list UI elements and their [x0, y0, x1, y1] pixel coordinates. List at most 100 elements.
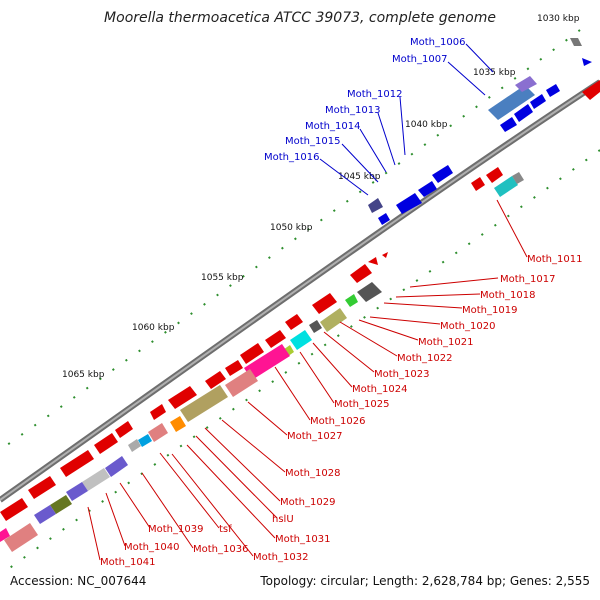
gene-arrow — [265, 330, 286, 348]
gene-label: Moth_1040 — [124, 542, 179, 553]
ruler-label: 1035 kbp — [473, 68, 516, 78]
gene-label: Moth_1025 — [334, 399, 389, 410]
gene-arrow — [115, 421, 133, 438]
gene-label: Moth_1007 — [392, 54, 447, 65]
gene-label: Moth_1028 — [285, 468, 340, 479]
gene-arrow — [396, 193, 422, 214]
ruler-label: 1045 kbp — [338, 172, 381, 182]
gene-arrow — [582, 58, 592, 66]
gene-block — [148, 423, 168, 442]
upper-strand-labels: Moth_1006 Moth_1007 Moth_1012 Moth_1013 … — [264, 37, 465, 163]
gene-label: Moth_1019 — [462, 305, 517, 316]
gene-arrow — [94, 433, 118, 454]
gene-block — [515, 76, 537, 92]
ruler-label: 1050 kbp — [270, 223, 313, 233]
accession-text: Accession: NC_007644 — [10, 574, 146, 588]
upper-strand-genes — [368, 38, 592, 225]
gene-arrow — [378, 213, 390, 225]
gene-label: Moth_1006 — [410, 37, 465, 48]
gene-label: Moth_1020 — [440, 321, 495, 332]
ruler-label: 1060 kbp — [132, 323, 175, 333]
chromosome-backbone — [0, 79, 600, 503]
gene-block — [488, 85, 535, 120]
gene-block — [50, 495, 72, 514]
gene-arrow — [530, 94, 546, 109]
map-title: Moorella thermoacetica ATCC 39073, compl… — [104, 10, 496, 26]
gene-label: Moth_1021 — [418, 337, 473, 348]
gene-block — [170, 416, 186, 432]
gene-block — [82, 468, 110, 491]
gene-label: Moth_1026 — [310, 416, 365, 427]
gene-label: Moth_1023 — [374, 369, 429, 380]
gene-block — [309, 320, 322, 333]
upper-label-lines — [319, 43, 494, 196]
gene-arrow — [500, 117, 517, 132]
gene-label: Moth_1018 — [480, 290, 535, 301]
gene-label: Moth_1022 — [397, 353, 452, 364]
gene-arrow — [514, 104, 533, 122]
gene-label: Moth_1041 — [100, 557, 155, 568]
gene-block — [105, 456, 128, 477]
gene-block — [34, 505, 56, 524]
ruler-label: 1040 kbp — [405, 120, 448, 130]
gene-label: Moth_1014 — [305, 121, 360, 132]
gene-block — [244, 344, 290, 380]
gene-label: Moth_1039 — [148, 524, 203, 535]
ruler-label: 1055 kbp — [201, 273, 244, 283]
gene-label: Moth_1011 — [527, 254, 582, 265]
gene-block — [494, 176, 518, 197]
gene-label: Moth_1027 — [287, 431, 342, 442]
gene-block — [225, 369, 258, 397]
gene-arrow — [285, 314, 303, 330]
gene-arrow — [0, 498, 28, 521]
gene-arrow — [60, 450, 94, 477]
ruler — [0, 29, 581, 451]
gene-block — [570, 38, 582, 46]
lower-label-lines — [87, 199, 528, 561]
gene-block — [320, 308, 347, 332]
gene-label: hslU — [272, 514, 294, 525]
gene-label: Moth_1017 — [500, 274, 555, 285]
gene-block — [66, 482, 88, 501]
gene-arrow — [168, 386, 197, 409]
gene-arrow — [382, 252, 388, 258]
ruler-label: 1030 kbp — [537, 14, 580, 24]
gene-label: Moth_1031 — [275, 534, 330, 545]
gene-label: Moth_1029 — [280, 497, 335, 508]
gene-arrow — [240, 343, 264, 364]
gene-block — [4, 523, 38, 552]
gene-arrow — [582, 80, 600, 100]
inner-ruler — [0, 149, 600, 576]
topology-summary: Topology: circular; Length: 2,628,784 bp… — [259, 574, 590, 588]
gene-arrow — [205, 371, 226, 389]
ruler-label: 1065 kbp — [62, 370, 105, 380]
gene-block — [357, 282, 382, 302]
gene-label: Moth_1036 — [193, 544, 248, 555]
gene-arrow — [432, 165, 453, 183]
gene-block — [128, 439, 141, 452]
gene-arrow — [368, 257, 378, 265]
gene-arrow — [486, 167, 503, 183]
gene-block — [512, 172, 524, 184]
gene-block — [290, 330, 312, 350]
gene-arrow — [471, 177, 485, 191]
gene-arrow — [28, 476, 56, 499]
gene-block — [0, 528, 10, 542]
ruler-labels: 1030 kbp 1035 kbp 1040 kbp 1045 kbp 1050… — [62, 14, 580, 380]
gene-block — [368, 198, 383, 213]
gene-label: Moth_1024 — [352, 384, 407, 395]
gene-arrow — [350, 264, 372, 283]
gene-label: Moth_1013 — [325, 105, 380, 116]
gene-label: Moth_1032 — [253, 552, 308, 563]
gene-label: Moth_1012 — [347, 89, 402, 100]
gene-arrow — [418, 181, 437, 197]
gene-arrow — [225, 360, 243, 376]
lower-strand-labels: Moth_1011 Moth_1017 Moth_1018 Moth_1019 … — [100, 254, 582, 568]
gene-block — [180, 385, 228, 422]
gene-label: Moth_1015 — [285, 136, 340, 147]
gene-label: Moth_1016 — [264, 152, 319, 163]
lower-strand-genes — [0, 80, 600, 552]
gene-label: tsf — [219, 524, 232, 535]
gene-arrow — [546, 84, 560, 97]
